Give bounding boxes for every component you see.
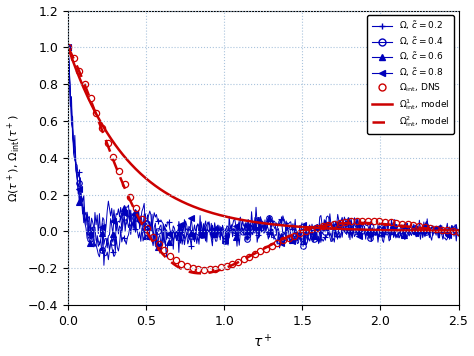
- $\Omega,\, \tilde{c} = 0.8$: [246, 230, 252, 234]
- $\Omega^1_{\mathrm{int}}$, model: [311, 226, 317, 230]
- $\Omega_{\mathrm{int}}$, DNS: [184, 264, 190, 268]
- $\Omega,\, \tilde{c} = 0.6$: [164, 255, 169, 259]
- Line: $\Omega,\, \tilde{c} = 0.6$: $\Omega,\, \tilde{c} = 0.6$: [65, 44, 461, 260]
- $\Omega,\, \tilde{c} = 0.4$: [101, 263, 107, 267]
- $\Omega,\, \tilde{c} = 0.4$: [440, 231, 446, 235]
- $\Omega,\, \tilde{c} = 0.4$: [65, 45, 71, 49]
- $\Omega_{\mathrm{int}}$, DNS: [116, 169, 122, 173]
- Legend: $\Omega,\, \tilde{c} = 0.2$, $\Omega,\, \tilde{c} = 0.4$, $\Omega,\, \tilde{c} =: $\Omega,\, \tilde{c} = 0.2$, $\Omega,\, …: [367, 15, 454, 134]
- $\Omega,\, \tilde{c} = 0.8$: [65, 45, 71, 49]
- $\Omega,\, \tilde{c} = 0.2$: [171, 229, 176, 233]
- $\Omega,\, \tilde{c} = 0.6$: [456, 228, 461, 232]
- $\Omega,\, \tilde{c} = 0.2$: [297, 233, 302, 237]
- $\Omega^1_{\mathrm{int}}$, model: [220, 214, 226, 218]
- X-axis label: $\tau^+$: $\tau^+$: [253, 333, 273, 350]
- $\Omega,\, \tilde{c} = 0.6$: [297, 237, 302, 242]
- Line: $\Omega^1_{\mathrm{int}}$, model: $\Omega^1_{\mathrm{int}}$, model: [68, 47, 458, 231]
- $\Omega_{\mathrm{int}}$, DNS: [286, 236, 292, 240]
- Line: $\Omega,\, \tilde{c} = 0.8$: $\Omega,\, \tilde{c} = 0.8$: [65, 44, 461, 256]
- $\Omega^2_{\mathrm{int}}$, model: [192, 271, 198, 275]
- $\Omega,\, \tilde{c} = 0.2$: [456, 234, 461, 238]
- $\Omega,\, \tilde{c} = 0.6$: [440, 237, 446, 241]
- $\Omega,\, \tilde{c} = 0.4$: [274, 225, 280, 230]
- $\Omega,\, \tilde{c} = 0.2$: [65, 45, 71, 49]
- $\Omega,\, \tilde{c} = 0.8$: [297, 224, 302, 228]
- $\Omega,\, \tilde{c} = 0.4$: [456, 227, 461, 232]
- $\Omega,\, \tilde{c} = 0.2$: [451, 230, 457, 234]
- $\Omega^2_{\mathrm{int}}$, model: [312, 226, 318, 230]
- Y-axis label: $\Omega(\tau^+),\, \Omega_{\mathrm{int}}(\tau^+)$: $\Omega(\tau^+),\, \Omega_{\mathrm{int}}…: [6, 114, 22, 201]
- $\Omega^2_{\mathrm{int}}$, model: [65, 45, 71, 49]
- $\Omega,\, \tilde{c} = 0.8$: [451, 226, 457, 230]
- $\Omega,\, \tilde{c} = 0.4$: [297, 231, 302, 235]
- $\Omega^1_{\mathrm{int}}$, model: [456, 229, 461, 233]
- $\Omega,\, \tilde{c} = 0.8$: [171, 224, 176, 228]
- Line: $\Omega_{\mathrm{int}}$, DNS: $\Omega_{\mathrm{int}}$, DNS: [65, 44, 462, 273]
- $\Omega,\, \tilde{c} = 0.6$: [274, 227, 280, 232]
- $\Omega_{\mathrm{int}}$, DNS: [399, 221, 405, 226]
- $\Omega,\, \tilde{c} = 0.2$: [440, 231, 446, 235]
- $\Omega_{\mathrm{int}}$, DNS: [65, 45, 71, 49]
- $\Omega,\, \tilde{c} = 0.8$: [456, 229, 461, 233]
- $\Omega_{\mathrm{int}}$, DNS: [156, 242, 162, 246]
- $\Omega,\, \tilde{c} = 0.2$: [246, 231, 252, 235]
- $\Omega_{\mathrm{int}}$, DNS: [405, 222, 410, 226]
- $\Omega,\, \tilde{c} = 0.4$: [451, 228, 457, 232]
- $\Omega^2_{\mathrm{int}}$, model: [198, 271, 204, 276]
- Line: $\Omega^2_{\mathrm{int}}$, model: $\Omega^2_{\mathrm{int}}$, model: [68, 47, 458, 273]
- $\Omega,\, \tilde{c} = 0.8$: [157, 251, 163, 255]
- Line: $\Omega,\, \tilde{c} = 0.2$: $\Omega,\, \tilde{c} = 0.2$: [65, 44, 461, 262]
- $\Omega,\, \tilde{c} = 0.6$: [65, 45, 71, 49]
- $\Omega_{\mathrm{int}}$, DNS: [456, 230, 461, 234]
- $\Omega,\, \tilde{c} = 0.4$: [246, 231, 252, 236]
- $\Omega^2_{\mathrm{int}}$, model: [348, 221, 354, 225]
- $\Omega^1_{\mathrm{int}}$, model: [349, 227, 355, 231]
- $\Omega^1_{\mathrm{int}}$, model: [347, 227, 353, 231]
- $\Omega^1_{\mathrm{int}}$, model: [112, 142, 118, 147]
- $\Omega^2_{\mathrm{int}}$, model: [112, 163, 118, 167]
- $\Omega,\, \tilde{c} = 0.8$: [440, 226, 446, 231]
- $\Omega^1_{\mathrm{int}}$, model: [65, 45, 71, 49]
- $\Omega^2_{\mathrm{int}}$, model: [350, 221, 356, 225]
- $\Omega,\, \tilde{c} = 0.2$: [274, 222, 280, 226]
- $\Omega^2_{\mathrm{int}}$, model: [221, 267, 227, 271]
- $\Omega^2_{\mathrm{int}}$, model: [456, 229, 461, 234]
- $\Omega,\, \tilde{c} = 0.6$: [451, 234, 457, 238]
- $\Omega,\, \tilde{c} = 0.8$: [274, 242, 280, 246]
- Line: $\Omega,\, \tilde{c} = 0.4$: $\Omega,\, \tilde{c} = 0.4$: [65, 44, 461, 268]
- $\Omega^1_{\mathrm{int}}$, model: [192, 205, 198, 209]
- $\Omega,\, \tilde{c} = 0.2$: [106, 258, 111, 262]
- $\Omega_{\mathrm{int}}$, DNS: [201, 267, 207, 272]
- $\Omega,\, \tilde{c} = 0.4$: [171, 247, 176, 251]
- $\Omega,\, \tilde{c} = 0.6$: [171, 239, 176, 243]
- $\Omega,\, \tilde{c} = 0.6$: [246, 225, 252, 230]
